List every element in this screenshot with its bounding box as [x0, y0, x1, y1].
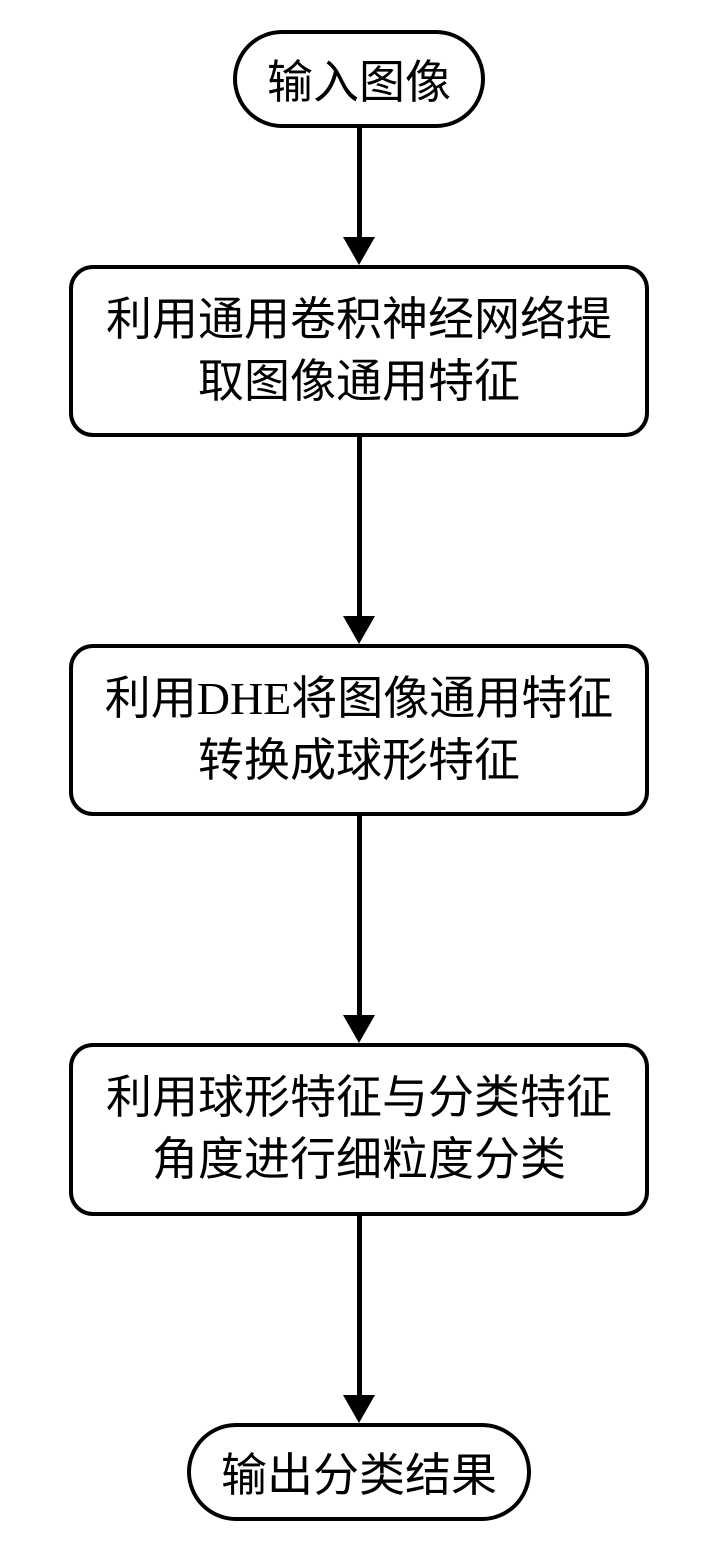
- arrow-1: [343, 128, 375, 265]
- arrow-2-head: [343, 616, 375, 644]
- step1-node: 利用通用卷积神经网络提取图像通用特征: [69, 265, 649, 437]
- arrow-3: [343, 816, 375, 1043]
- step1-label: 利用通用卷积神经网络提取图像通用特征: [97, 289, 621, 413]
- step3-label: 利用球形特征与分类特征角度进行细粒度分类: [97, 1067, 621, 1191]
- arrow-1-head: [343, 237, 375, 265]
- step2-label: 利用DHE将图像通用特征转换成球形特征: [97, 668, 621, 792]
- arrow-2: [343, 437, 375, 644]
- end-node: 输出分类结果: [187, 1423, 531, 1521]
- arrow-4-head: [343, 1395, 375, 1423]
- arrow-4: [343, 1216, 375, 1423]
- step2-node: 利用DHE将图像通用特征转换成球形特征: [69, 644, 649, 816]
- arrow-1-line: [357, 128, 362, 238]
- arrow-3-head: [343, 1015, 375, 1043]
- arrow-3-line: [357, 816, 362, 1016]
- flowchart-container: 输入图像 利用通用卷积神经网络提取图像通用特征 利用DHE将图像通用特征转换成球…: [0, 0, 718, 1521]
- arrow-4-line: [357, 1216, 362, 1396]
- step3-node: 利用球形特征与分类特征角度进行细粒度分类: [69, 1043, 649, 1215]
- start-label: 输入图像: [267, 46, 451, 112]
- end-label: 输出分类结果: [221, 1439, 497, 1505]
- arrow-2-line: [357, 437, 362, 617]
- start-node: 输入图像: [233, 30, 485, 128]
